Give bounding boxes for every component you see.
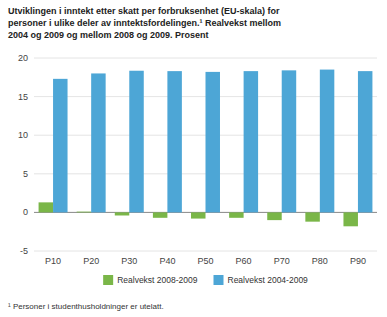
bar (358, 71, 372, 212)
x-tick-label: P30 (121, 256, 137, 266)
legend: Realvekst 2008-2009 Realvekst 2004-2009 (103, 275, 308, 285)
bar (229, 212, 243, 217)
bar (206, 72, 220, 213)
legend-label: Realvekst 2004-2009 (228, 275, 309, 285)
bar (39, 202, 53, 212)
x-tick-label: P10 (45, 256, 61, 266)
bars (39, 70, 373, 227)
x-tick-label: P70 (274, 256, 290, 266)
legend-swatch (103, 275, 113, 285)
y-tick-label: 15 (18, 92, 28, 102)
legend-label: Realvekst 2008-2009 (117, 275, 198, 285)
y-tick-label: 20 (18, 53, 28, 63)
bar (343, 212, 357, 226)
x-tick-label: P90 (350, 256, 366, 266)
bar (167, 71, 181, 212)
title-line: personer i ulike deler av inntektsfordel… (8, 18, 281, 28)
x-tick-label: P20 (83, 256, 99, 266)
background (0, 0, 387, 317)
footnote: ¹ Personer i studenthusholdninger er ute… (8, 302, 164, 311)
bar (153, 212, 167, 217)
y-tick-label: -5 (20, 246, 28, 256)
bar (320, 70, 334, 213)
title-line: 2004 og 2009 og mellom 2008 og 2009. Pro… (8, 30, 209, 40)
x-tick-label: P60 (236, 256, 252, 266)
x-axis: P10 P20 P30 P40 P50 P60 P70 P80 P90 (45, 256, 366, 266)
bar (77, 211, 91, 213)
grid-line (34, 58, 377, 59)
bar (244, 71, 258, 212)
title-line: Utviklingen i inntekt etter skatt per fo… (8, 6, 280, 16)
bar (282, 70, 296, 212)
grid-line (34, 251, 377, 252)
y-axis: -5 0 5 10 15 20 (18, 53, 377, 256)
y-tick-label: 0 (23, 207, 28, 217)
x-tick-label: P40 (159, 256, 175, 266)
bar (267, 212, 281, 220)
chart: Utviklingen i inntekt etter skatt per fo… (0, 0, 387, 317)
x-tick-label: P50 (197, 256, 213, 266)
bar (305, 212, 319, 221)
bar (91, 73, 105, 212)
y-tick-label: 10 (18, 130, 28, 140)
bar (191, 212, 205, 218)
bar (129, 71, 143, 213)
bar (115, 212, 129, 215)
y-tick-label: 5 (23, 169, 28, 179)
title: Utviklingen i inntekt etter skatt per fo… (8, 6, 281, 40)
bar (53, 79, 67, 213)
title-group: Utviklingen i inntekt etter skatt per fo… (8, 6, 281, 40)
legend-swatch (214, 275, 224, 285)
x-tick-label: P80 (312, 256, 328, 266)
